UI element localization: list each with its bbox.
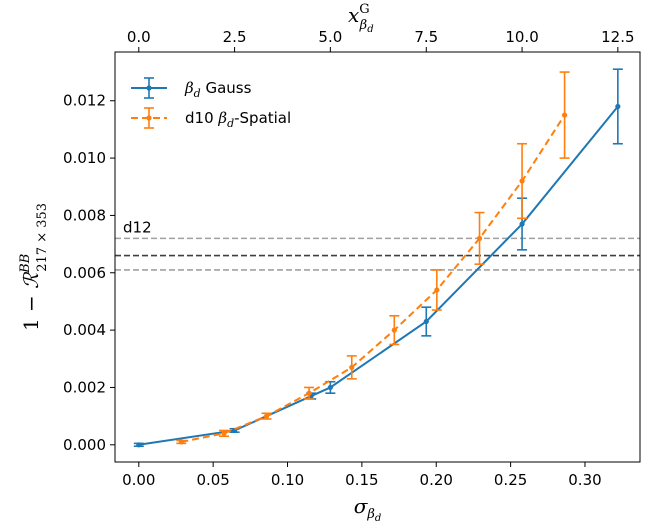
data-point <box>136 442 142 448</box>
data-point <box>391 327 397 333</box>
legend-marker-gauss <box>146 85 152 91</box>
top-x-axis-title: xG βd <box>348 2 374 35</box>
data-point <box>306 390 312 396</box>
x-tick-label: 0.15 <box>345 471 378 489</box>
data-point <box>519 221 525 227</box>
x-tick-label: 0.25 <box>494 471 527 489</box>
y-tick-label: 0.008 <box>63 206 106 224</box>
x-tick-label: 0.05 <box>196 471 229 489</box>
data-point <box>615 103 621 110</box>
y-tick-label: 0.000 <box>63 436 106 454</box>
y-tick-label: 0.012 <box>63 92 106 110</box>
top-x-tick-label: 2.5 <box>223 28 247 46</box>
y-tick-label: 0.002 <box>63 378 106 396</box>
data-point <box>263 413 270 419</box>
data-point <box>349 364 355 370</box>
top-x-tick-label: 12.5 <box>601 28 634 46</box>
data-point <box>476 235 483 241</box>
y-tick-label: 0.010 <box>63 149 106 167</box>
y-tick-label: 0.004 <box>63 321 106 339</box>
series-line <box>181 114 566 443</box>
x-tick-label: 0.30 <box>568 471 601 489</box>
x-tick-label: 0.10 <box>271 471 304 489</box>
data-point <box>178 439 184 445</box>
y-tick-label: 0.006 <box>63 264 106 282</box>
data-point <box>423 318 429 325</box>
x-axis-title: σβd <box>354 494 382 521</box>
series-1 <box>176 71 570 445</box>
y-axis-title: 1 − ℛBB 217 × 353 <box>18 203 50 331</box>
data-point <box>519 178 525 184</box>
top-x-tick-label: 7.5 <box>414 28 438 46</box>
legend-marker-spatial <box>146 115 152 121</box>
series-line <box>138 105 619 446</box>
top-x-tick-label: 0.0 <box>127 28 151 46</box>
x-tick-label: 0.00 <box>122 471 155 489</box>
data-point <box>561 112 568 118</box>
top-x-tick-label: 10.0 <box>505 28 538 46</box>
legend-label-gauss: βd Gauss <box>184 79 252 100</box>
top-x-tick-label: 5.0 <box>318 28 342 46</box>
legend: βd Gauss d10 βd-Spatial <box>131 77 291 130</box>
x-tick-label: 0.20 <box>420 471 453 489</box>
data-point <box>434 287 440 293</box>
data-point <box>327 384 333 391</box>
reference-line-label: d12 <box>123 218 152 236</box>
legend-label-spatial: d10 βd-Spatial <box>185 109 291 130</box>
plot-frame <box>114 51 641 463</box>
data-point <box>221 430 227 436</box>
